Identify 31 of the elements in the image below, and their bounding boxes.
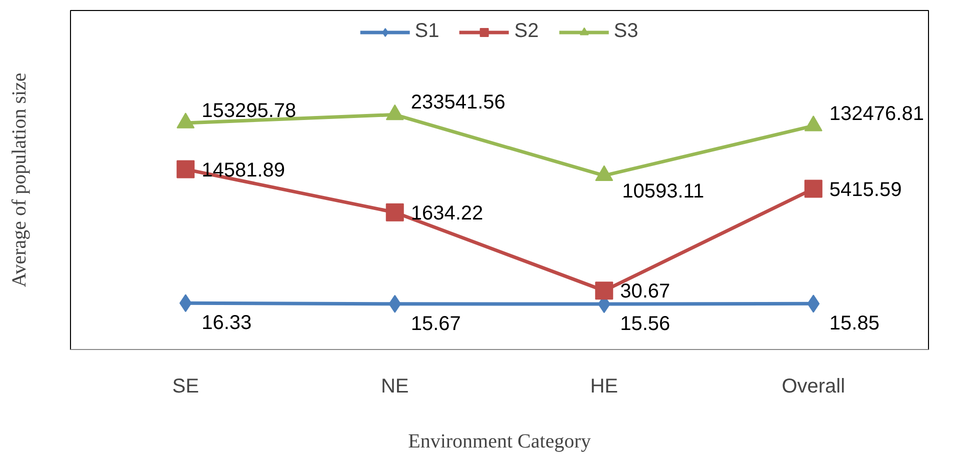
point (804, 116, 822, 132)
data-label: 30.67 (620, 280, 670, 303)
data-label: 132476.81 (829, 102, 924, 125)
point (176, 112, 195, 128)
data-label: 16.33 (202, 312, 252, 334)
point (807, 294, 820, 313)
x-tick-label: NE (380, 376, 409, 398)
data-label: 1634.22 (410, 202, 484, 224)
legend-label: S1 (414, 20, 440, 43)
x-tick-label: SE (172, 376, 199, 398)
data-label: 5415.59 (829, 178, 902, 201)
data-label: 153295.78 (202, 100, 296, 122)
point (388, 294, 402, 313)
point (179, 294, 192, 312)
y-axis-title: Average of population size (8, 72, 30, 288)
legend-label: S3 (614, 20, 638, 43)
point (386, 203, 404, 222)
x-tick-label: Overall (782, 376, 846, 398)
data-label: 233541.56 (410, 92, 506, 114)
data-label: 10593.11 (622, 180, 704, 203)
point (595, 165, 614, 181)
legend-label: S2 (514, 20, 539, 43)
data-label: 15.85 (829, 312, 880, 335)
data-label: 14581.89 (202, 159, 286, 182)
point (595, 282, 614, 300)
point (386, 104, 404, 120)
point (804, 180, 822, 198)
data-label: 15.56 (620, 313, 670, 336)
data-label: 15.67 (410, 312, 461, 335)
x-axis-title: Environment Category (408, 430, 591, 452)
x-tick-label: HE (590, 376, 618, 398)
